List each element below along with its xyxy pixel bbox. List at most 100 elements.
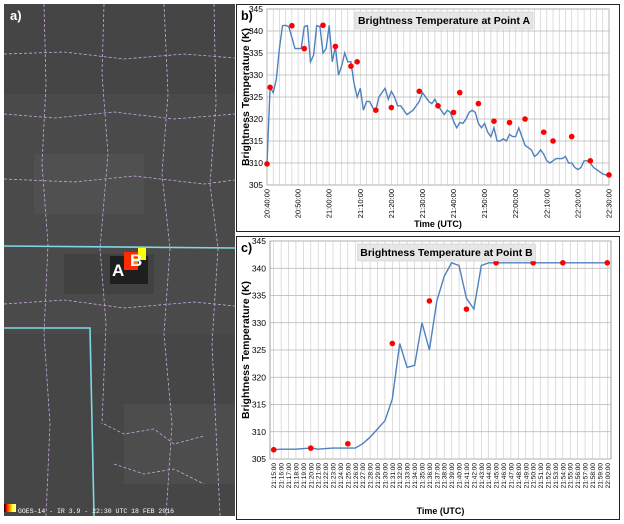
- data-point: [348, 63, 354, 69]
- x-tick-label: 21:23:00: [331, 463, 338, 489]
- x-tick-label: 22:10:00: [542, 189, 551, 218]
- data-point: [267, 84, 273, 91]
- x-tick-label: 21:46:00: [501, 463, 508, 489]
- x-tick-label: 21:44:00: [486, 463, 493, 489]
- x-tick-label: 21:40:00: [457, 463, 464, 489]
- x-tick-label: 21:35:00: [419, 463, 426, 489]
- data-point: [530, 260, 536, 266]
- x-axis-label: Time (UTC): [417, 506, 465, 516]
- x-tick-label: 21:43:00: [479, 463, 486, 489]
- x-axis-label: Time (UTC): [414, 219, 462, 229]
- y-tick-label: 315: [252, 400, 266, 410]
- x-tick-label: 21:51:00: [538, 463, 545, 489]
- chart-point-a: 305 310 315 320 325 330 335 340 345 20:40:00 20:50…: [236, 4, 620, 232]
- point-a-marker: A: [112, 261, 124, 280]
- data-point: [389, 340, 396, 347]
- satellite-caption: GOES-14 - IR 3.9 - 22:30 UTC 18 FEB 2016: [18, 508, 174, 515]
- y-tick-label: 330: [252, 318, 266, 328]
- x-tick-label: 21:47:00: [508, 463, 515, 489]
- x-tick-label: 21:17:00: [286, 463, 293, 489]
- x-tick-label: 21:58:00: [590, 463, 597, 489]
- x-tick-label: 21:16:00: [279, 463, 286, 489]
- data-point: [289, 22, 295, 29]
- data-point: [550, 138, 556, 144]
- x-tick-label: 21:34:00: [412, 463, 419, 489]
- data-point: [456, 89, 463, 96]
- x-tick-label: 21:26:00: [353, 463, 360, 489]
- point-b-marker: B: [130, 251, 142, 270]
- x-tick-label: 21:54:00: [560, 463, 567, 489]
- x-tick-label: 21:38:00: [442, 463, 449, 489]
- panel-label: c): [241, 241, 252, 255]
- hotspot: [110, 248, 148, 284]
- data-point: [301, 45, 308, 52]
- x-tick-label: 21:31:00: [390, 463, 397, 489]
- data-point: [373, 107, 379, 113]
- chart-title: Brightness Temperature at Point B: [360, 247, 533, 259]
- y-tick-label: 320: [249, 114, 263, 124]
- x-tick-label: 21:15:00: [271, 463, 278, 489]
- x-tick-label: 21:10:00: [356, 189, 365, 218]
- y-tick-label: 320: [252, 372, 266, 382]
- x-tick-label: 21:52:00: [545, 463, 552, 489]
- y-tick-label: 345: [252, 237, 266, 246]
- x-tick-label: 21:32:00: [397, 463, 404, 489]
- x-tick-label: 21:18:00: [293, 463, 300, 489]
- data-point: [435, 103, 441, 109]
- data-point: [506, 119, 513, 126]
- x-tick-label: 21:21:00: [316, 463, 323, 489]
- data-point: [475, 100, 482, 107]
- state-boundaries: [4, 245, 235, 516]
- x-tick-label: 21:29:00: [375, 463, 382, 489]
- satellite-panel: a) A B GOES-14 - IR 3.9 - 22:30 UTC 18 F…: [4, 4, 235, 516]
- x-tick-label: 21:55:00: [568, 463, 575, 489]
- x-tick-label: 21:57:00: [583, 463, 590, 489]
- x-tick-label: 21:20:00: [308, 463, 315, 489]
- x-tick-label: 21:48:00: [516, 463, 523, 489]
- data-point: [416, 88, 423, 95]
- data-point: [491, 118, 497, 124]
- x-tick-label: 20:40:00: [263, 189, 272, 218]
- cloud-texture: [4, 4, 235, 516]
- data-point: [587, 158, 594, 164]
- panel-label: b): [241, 9, 253, 23]
- data-point: [450, 109, 457, 116]
- x-tick-label: 22:30:00: [605, 189, 614, 218]
- data-point: [568, 133, 575, 140]
- data-point: [560, 260, 566, 266]
- x-tick-label: 22:00:00: [511, 189, 520, 218]
- x-tick-label: 21:33:00: [405, 463, 412, 489]
- y-axis-label: Brightness Temperature (K): [240, 281, 252, 419]
- x-tick-label: 21:27:00: [360, 463, 367, 489]
- x-tick-label: 21:30:00: [418, 189, 427, 218]
- x-tick-label: 21:50:00: [480, 189, 489, 218]
- y-tick-label: 305: [252, 454, 266, 464]
- x-tick-label: 21:20:00: [387, 189, 396, 218]
- y-tick-label: 325: [252, 345, 266, 355]
- chart-title-box: [354, 11, 534, 30]
- data-point: [522, 116, 528, 122]
- chart-point-b: 305 310 315 320 325 330 335 340 345 21:15:00 21:16…: [236, 236, 620, 520]
- y-tick-label: 310: [249, 158, 263, 168]
- x-tick-label: 21:36:00: [427, 463, 434, 489]
- data-point: [354, 59, 360, 65]
- panel-label-a: a): [10, 8, 22, 23]
- y-tick-label: 325: [249, 92, 263, 102]
- x-tick-label: 21:42:00: [471, 463, 478, 489]
- data-point: [463, 306, 470, 312]
- y-tick-label: 315: [249, 136, 263, 146]
- data-point: [270, 446, 277, 453]
- y-tick-label: 310: [252, 427, 266, 437]
- x-tick-label: 21:00:00: [325, 189, 334, 218]
- x-tick-label: 21:22:00: [323, 463, 330, 489]
- chart-title: Brightness Temperature at Point A: [358, 15, 531, 27]
- x-tick-label: 21:53:00: [553, 463, 560, 489]
- colorbar: [4, 504, 16, 512]
- x-tick-label: 21:49:00: [523, 463, 530, 489]
- x-tick-label: 21:56:00: [575, 463, 582, 489]
- x-tick-label: 22:00:00: [605, 463, 612, 489]
- data-point: [388, 104, 395, 111]
- x-tick-label: 21:24:00: [338, 463, 345, 489]
- chart-title-box: [357, 243, 536, 262]
- x-tick-label: 22:20:00: [573, 189, 582, 218]
